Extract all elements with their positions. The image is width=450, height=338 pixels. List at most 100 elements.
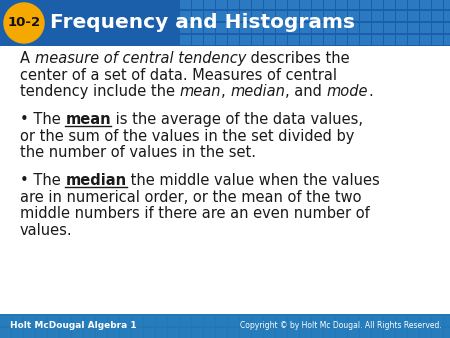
Bar (216, 23, 226, 33)
Text: measure of central tendency: measure of central tendency (35, 51, 246, 66)
Text: the middle value when the values: the middle value when the values (126, 173, 380, 188)
Bar (408, 315, 419, 326)
Bar (432, 328, 442, 338)
Bar (120, 328, 130, 338)
Text: Copyright © by Holt Mc Dougal. All Rights Reserved.: Copyright © by Holt Mc Dougal. All Right… (240, 321, 442, 331)
Bar (84, 328, 94, 338)
Bar (144, 328, 154, 338)
Bar (240, 23, 251, 33)
Bar (348, 0, 359, 9)
Bar (336, 0, 346, 9)
Text: the number of values in the set.: the number of values in the set. (20, 145, 256, 160)
Bar (384, 328, 395, 338)
Text: middle numbers if there are an even number of: middle numbers if there are an even numb… (20, 206, 370, 221)
Bar (36, 315, 46, 326)
Bar (228, 328, 238, 338)
Bar (204, 0, 215, 9)
Bar (372, 0, 382, 9)
Bar (216, 315, 226, 326)
Bar (408, 10, 419, 21)
Bar (0, 328, 10, 338)
Bar (336, 34, 346, 45)
Text: Frequency and Histograms: Frequency and Histograms (50, 14, 355, 32)
Text: values.: values. (20, 223, 72, 238)
Text: is the average of the data values,: is the average of the data values, (111, 112, 363, 127)
Bar (204, 23, 215, 33)
Bar (396, 0, 406, 9)
Bar (288, 34, 298, 45)
Bar (324, 10, 334, 21)
Bar (204, 34, 215, 45)
Bar (216, 10, 226, 21)
Bar (264, 0, 274, 9)
Bar (360, 315, 370, 326)
Bar (372, 34, 382, 45)
Bar (180, 34, 190, 45)
Bar (324, 0, 334, 9)
Bar (444, 10, 450, 21)
Bar (432, 315, 442, 326)
Bar (72, 315, 82, 326)
Bar (420, 315, 431, 326)
Bar (0, 315, 10, 326)
Bar (372, 328, 382, 338)
Bar (192, 23, 202, 33)
Text: • The: • The (20, 173, 65, 188)
Bar (372, 10, 382, 21)
Bar (132, 315, 143, 326)
Bar (300, 328, 310, 338)
Bar (372, 23, 382, 33)
Text: 10-2: 10-2 (8, 17, 40, 29)
Bar (36, 328, 46, 338)
Bar (240, 0, 251, 9)
Bar (396, 23, 406, 33)
Bar (408, 23, 419, 33)
Bar (432, 0, 442, 9)
Bar (336, 10, 346, 21)
Bar (312, 0, 323, 9)
Bar (276, 315, 287, 326)
Bar (348, 23, 359, 33)
Bar (360, 10, 370, 21)
Bar (120, 315, 130, 326)
Bar (336, 315, 346, 326)
Text: mode: mode (327, 84, 368, 99)
Bar (264, 34, 274, 45)
Bar (156, 315, 166, 326)
Bar (84, 315, 94, 326)
Bar (228, 34, 238, 45)
Bar (252, 23, 262, 33)
Bar (108, 315, 118, 326)
Bar (24, 328, 35, 338)
Bar (12, 328, 22, 338)
Bar (300, 0, 310, 9)
Bar (408, 34, 419, 45)
Bar (312, 328, 323, 338)
Bar (216, 34, 226, 45)
Bar (264, 10, 274, 21)
Bar (348, 34, 359, 45)
Text: center of a set of data. Measures of central: center of a set of data. Measures of cen… (20, 68, 337, 82)
Bar (252, 0, 262, 9)
Text: mean: mean (180, 84, 221, 99)
Bar (288, 0, 298, 9)
Bar (180, 315, 190, 326)
Bar (240, 10, 251, 21)
Bar (96, 328, 107, 338)
Bar (180, 328, 190, 338)
Bar (96, 315, 107, 326)
Text: , and: , and (285, 84, 327, 99)
Bar (348, 10, 359, 21)
Bar (72, 328, 82, 338)
Bar (360, 23, 370, 33)
Bar (240, 328, 251, 338)
Bar (60, 315, 71, 326)
Text: tendency include the: tendency include the (20, 84, 180, 99)
Bar (336, 23, 346, 33)
Bar (192, 10, 202, 21)
Bar (312, 34, 323, 45)
Bar (324, 34, 334, 45)
Bar (324, 315, 334, 326)
Bar (48, 328, 58, 338)
Bar (324, 328, 334, 338)
